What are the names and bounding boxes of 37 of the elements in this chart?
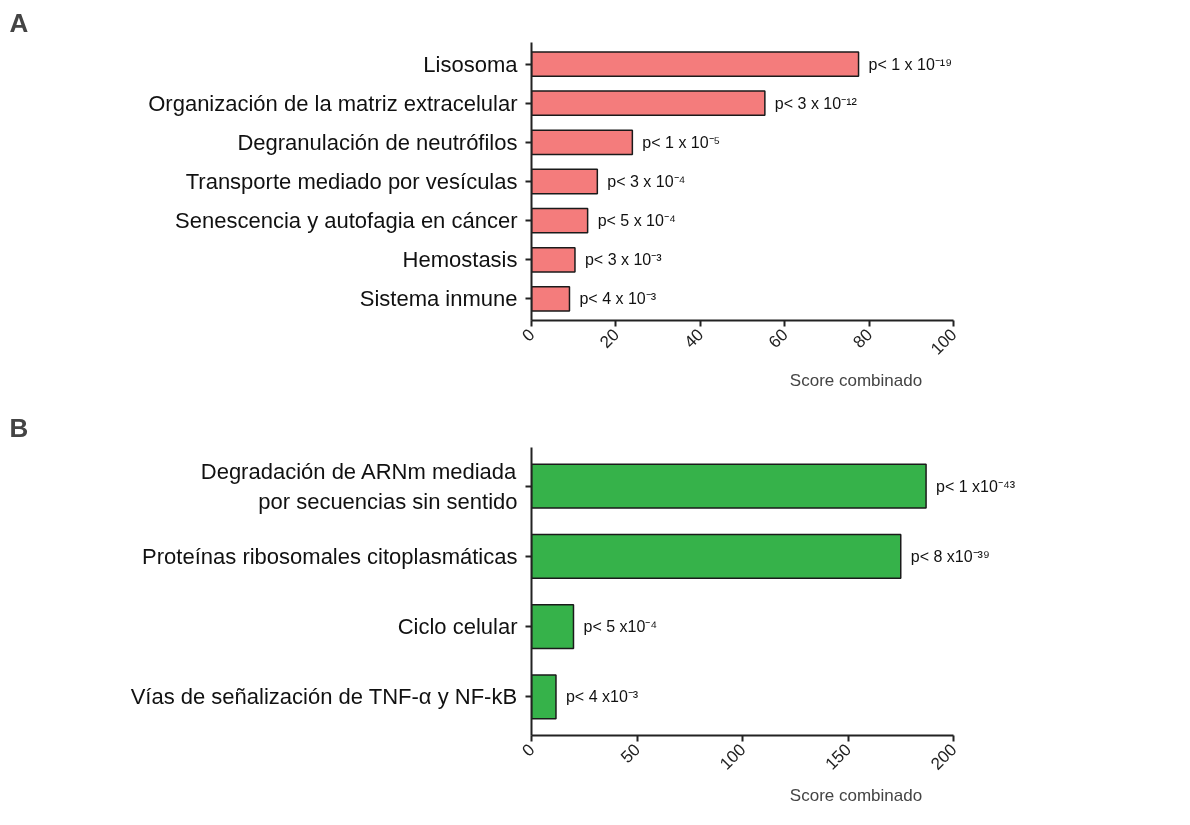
data-label: p< 3 x 10⁻¹² bbox=[774, 94, 858, 112]
data-label: p< 5 x10⁻⁴ bbox=[583, 618, 658, 636]
y-tick-label: Senescencia y autofagia en cáncer bbox=[175, 208, 518, 234]
x-tick-label: 40 bbox=[680, 325, 708, 352]
x-tick-label: 20 bbox=[596, 325, 623, 352]
data-label: p< 1 x 10⁻⁵ bbox=[642, 133, 721, 151]
data-label: p< 1 x10⁻⁴³ bbox=[936, 477, 1016, 495]
data-label: p< 3 x 10⁻³ bbox=[584, 251, 663, 269]
y-tick-label: Sistema inmune bbox=[359, 286, 518, 312]
x-axis-title: Score combinado bbox=[789, 371, 923, 391]
data-label: p< 8 x10⁻³⁹ bbox=[910, 547, 990, 565]
x-tick-label: 0 bbox=[518, 740, 539, 761]
y-tick-label: Hemostasis bbox=[402, 247, 518, 273]
x-tick-label: 50 bbox=[617, 740, 645, 767]
x-axis-title: Score combinado bbox=[789, 786, 923, 806]
x-tick-label: 150 bbox=[821, 740, 856, 774]
y-tick-label: Ciclo celular bbox=[397, 614, 518, 640]
x-tick-label: 0 bbox=[518, 325, 539, 346]
text: A bbox=[9, 7, 29, 38]
data-label: p< 5 x 10⁻⁴ bbox=[597, 212, 676, 230]
data-label: p< 3 x 10⁻⁴ bbox=[607, 173, 686, 190]
y-tick-label: Degradación de ARNm mediada por secuencias sin sentido bbox=[200, 458, 518, 514]
x-tick-label: 100 bbox=[927, 325, 961, 359]
y-tick-label: Organización de la matriz extracelular bbox=[148, 90, 518, 116]
x-tick-label: 80 bbox=[849, 325, 877, 352]
text: B bbox=[9, 412, 29, 443]
y-tick-label: Lisosoma bbox=[423, 51, 519, 77]
x-tick-label: 200 bbox=[927, 740, 961, 774]
x-tick-label: 100 bbox=[716, 740, 750, 774]
data-label: p< 4 x10⁻³ bbox=[565, 688, 639, 706]
x-tick-label: 60 bbox=[764, 325, 792, 352]
data-label: p< 1 x 10⁻¹⁹ bbox=[868, 55, 952, 73]
y-tick-label: Vías de señalización de TNF-α y NF-kB bbox=[130, 684, 518, 710]
y-tick-label: Degranulación de neutrófilos bbox=[237, 129, 518, 155]
y-tick-label: Transporte mediado por vesículas bbox=[185, 169, 518, 194]
y-tick-label: Proteínas ribosomales citoplasmáticas bbox=[142, 543, 518, 569]
data-label: p< 4 x 10⁻³ bbox=[579, 290, 657, 308]
